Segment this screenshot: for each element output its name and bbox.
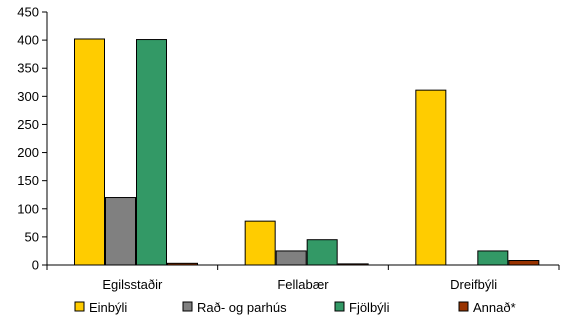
y-tick-label: 0 bbox=[32, 258, 39, 273]
legend-label: Fjölbýli bbox=[349, 300, 390, 315]
legend-label: Einbýli bbox=[89, 300, 127, 315]
bar bbox=[508, 260, 540, 266]
legend-label: Annað* bbox=[473, 300, 516, 315]
y-tick-label: 400 bbox=[17, 33, 39, 48]
y-tick-label: 200 bbox=[17, 145, 39, 160]
bar bbox=[105, 197, 136, 266]
y-tick-label: 350 bbox=[17, 61, 39, 76]
bar bbox=[415, 89, 447, 266]
bar bbox=[74, 38, 105, 266]
axes bbox=[46, 12, 560, 270]
bar bbox=[306, 239, 338, 266]
bar bbox=[275, 250, 307, 266]
y-tick-label: 300 bbox=[17, 89, 39, 104]
legend: Einbýli Rað- og parhús Fjölbýli Annað* bbox=[74, 300, 516, 315]
legend-swatch bbox=[334, 301, 345, 312]
x-tick-label: Fellabær bbox=[277, 277, 329, 292]
y-tick-label: 100 bbox=[17, 201, 39, 216]
legend-swatch bbox=[458, 301, 469, 312]
bar bbox=[477, 250, 509, 266]
bar bbox=[136, 39, 167, 266]
x-axis-labels: Egilsstaðir Fellabær Dreifbýli bbox=[102, 277, 497, 292]
x-tick-label: Egilsstaðir bbox=[102, 277, 163, 292]
y-axis-ticks: 0 50 100 150 200 250 300 350 400 450 bbox=[17, 5, 47, 273]
legend-swatch bbox=[74, 301, 85, 312]
legend-swatch bbox=[182, 301, 193, 312]
x-tick-label: Dreifbýli bbox=[450, 277, 497, 292]
y-tick-label: 250 bbox=[17, 117, 39, 132]
legend-label: Rað- og parhús bbox=[197, 300, 287, 315]
bar bbox=[244, 220, 276, 266]
y-tick-label: 50 bbox=[25, 229, 39, 244]
y-tick-label: 450 bbox=[17, 5, 39, 20]
y-tick-label: 150 bbox=[17, 173, 39, 188]
bars bbox=[74, 38, 540, 266]
